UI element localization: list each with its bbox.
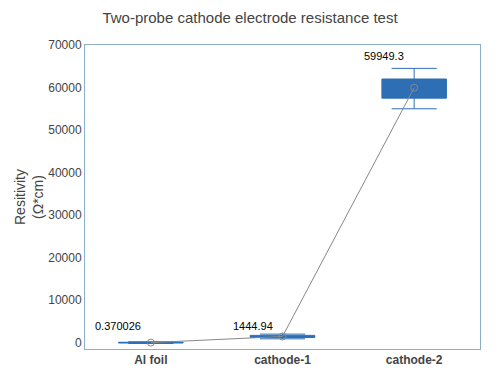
svg-text:Resitivity(Ω*cm): Resitivity(Ω*cm) [12, 169, 46, 225]
svg-text:1444.94: 1444.94 [233, 320, 273, 332]
svg-text:10000: 10000 [48, 293, 82, 307]
svg-text:60000: 60000 [48, 81, 82, 95]
svg-text:cathode-1: cathode-1 [254, 353, 311, 367]
svg-text:20000: 20000 [48, 251, 82, 265]
svg-text:Al foil: Al foil [134, 353, 167, 367]
svg-text:40000: 40000 [48, 166, 82, 180]
svg-text:0.370026: 0.370026 [95, 320, 141, 332]
svg-text:cathode-2: cathode-2 [386, 353, 443, 367]
svg-text:70000: 70000 [48, 38, 82, 52]
svg-text:30000: 30000 [48, 208, 82, 222]
svg-text:0: 0 [75, 336, 82, 350]
svg-text:59949.3: 59949.3 [364, 50, 404, 62]
svg-text:50000: 50000 [48, 123, 82, 137]
svg-text:Two-probe cathode electrode re: Two-probe cathode electrode resistance t… [102, 9, 398, 26]
